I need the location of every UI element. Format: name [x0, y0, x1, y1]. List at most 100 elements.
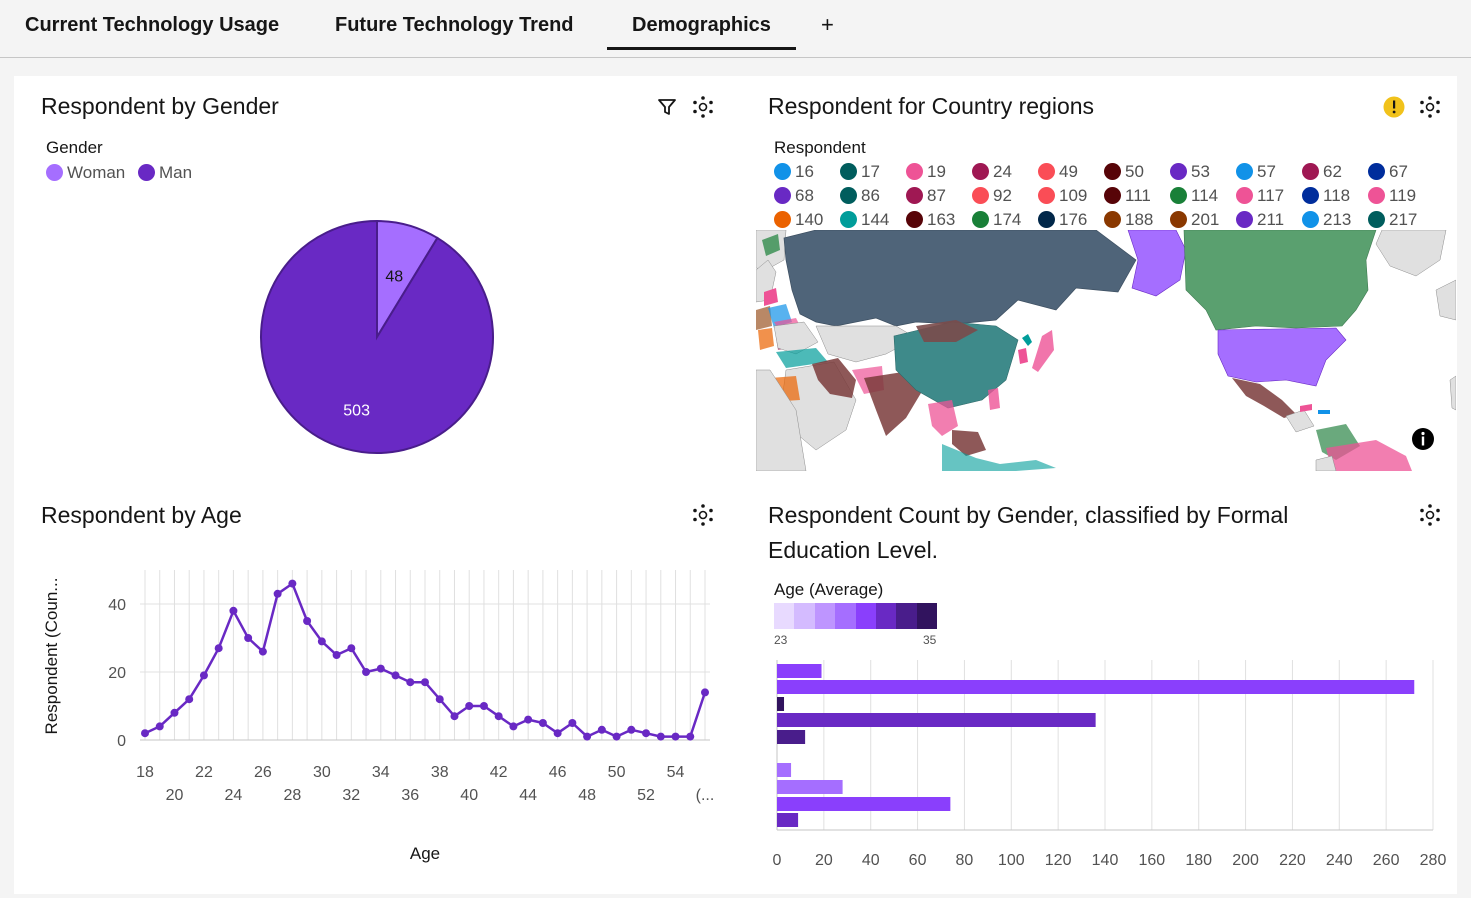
legend-label: 176 — [1059, 210, 1088, 229]
add-tab-button[interactable]: + — [821, 12, 834, 37]
data-point[interactable] — [465, 702, 474, 710]
data-point[interactable] — [229, 606, 238, 615]
data-point[interactable] — [524, 715, 533, 724]
data-point[interactable] — [199, 671, 208, 680]
data-point[interactable] — [406, 678, 415, 687]
data-point[interactable] — [288, 579, 297, 588]
data-point[interactable] — [244, 634, 253, 642]
data-point[interactable] — [494, 712, 503, 721]
data-point[interactable] — [141, 729, 149, 738]
x-tick-label: 100 — [998, 852, 1025, 869]
map-legend-item[interactable]: 118 — [1302, 186, 1350, 206]
map-legend-item[interactable]: 140 — [774, 210, 823, 230]
map-legend-item[interactable]: 217 — [1368, 210, 1417, 230]
data-point[interactable] — [686, 732, 695, 741]
data-point[interactable] — [671, 732, 680, 741]
bar[interactable] — [777, 813, 799, 827]
tab-current-technology-usage[interactable]: Current Technology Usage — [25, 14, 280, 36]
map-legend-item[interactable]: 119 — [1368, 186, 1416, 206]
ai-insights-icon[interactable] — [691, 95, 715, 119]
bar[interactable] — [777, 664, 822, 678]
map-legend-item[interactable]: 117 — [1236, 186, 1284, 206]
data-point[interactable] — [538, 719, 547, 727]
map-legend-item[interactable]: 50 — [1104, 162, 1144, 182]
data-point[interactable] — [597, 725, 606, 734]
ai-insights-icon[interactable] — [1418, 503, 1442, 527]
info-icon[interactable] — [1411, 427, 1435, 451]
bar[interactable] — [777, 680, 1415, 694]
data-point[interactable] — [303, 617, 312, 625]
map-legend-item[interactable]: 87 — [906, 186, 946, 206]
gender-legend-item[interactable]: Man — [138, 163, 192, 183]
data-point[interactable] — [273, 589, 282, 598]
data-point[interactable] — [553, 729, 562, 738]
map-legend-item[interactable]: 67 — [1368, 162, 1408, 182]
data-point[interactable] — [155, 722, 164, 731]
data-point[interactable] — [185, 695, 194, 704]
ai-insights-icon[interactable] — [691, 503, 715, 527]
x-tick-label: 40 — [862, 852, 880, 869]
x-tick-label: 36 — [401, 787, 419, 804]
map-legend-item[interactable]: 57 — [1236, 162, 1276, 182]
warning-icon[interactable] — [1382, 95, 1406, 119]
map-legend-item[interactable]: 16 — [774, 162, 814, 182]
data-point[interactable] — [258, 647, 267, 656]
map-legend-item[interactable]: 213 — [1302, 210, 1351, 230]
map-legend-item[interactable]: 111 — [1104, 186, 1151, 206]
data-point[interactable] — [376, 664, 385, 673]
map-legend-item[interactable]: 92 — [972, 186, 1012, 206]
map-legend-item[interactable]: 86 — [840, 186, 880, 206]
data-point[interactable] — [170, 708, 179, 717]
map-legend-item[interactable]: 114 — [1170, 186, 1218, 206]
map-legend-item[interactable]: 163 — [906, 210, 955, 230]
data-point[interactable] — [450, 712, 459, 721]
legend-label: 87 — [927, 186, 946, 205]
map-legend-item[interactable]: 53 — [1170, 162, 1210, 182]
pie-slice-man[interactable] — [260, 219, 494, 454]
map-legend-item[interactable]: 201 — [1170, 210, 1219, 230]
map-legend-item[interactable]: 188 — [1104, 210, 1153, 230]
gradient-step — [774, 603, 795, 629]
bar[interactable] — [777, 797, 951, 811]
data-point[interactable] — [656, 732, 665, 741]
map-legend-item[interactable]: 68 — [774, 186, 814, 206]
legend-swatch — [1104, 187, 1121, 204]
tab-future-technology-trend[interactable]: Future Technology Trend — [335, 14, 574, 36]
gender-legend-item[interactable]: Woman — [46, 163, 125, 183]
data-point[interactable] — [317, 637, 326, 646]
map-legend-item[interactable]: 109 — [1038, 186, 1087, 206]
data-point[interactable] — [391, 671, 400, 680]
bar[interactable] — [777, 697, 785, 711]
bar[interactable] — [777, 780, 843, 794]
filter-icon[interactable] — [655, 95, 679, 119]
bar[interactable] — [777, 730, 806, 744]
map-legend-item[interactable]: 19 — [906, 162, 946, 182]
data-point[interactable] — [332, 651, 341, 659]
map-legend-item[interactable]: 144 — [840, 210, 889, 230]
data-point[interactable] — [701, 688, 709, 697]
map-legend-item[interactable]: 24 — [972, 162, 1012, 182]
bar[interactable] — [777, 763, 792, 777]
world-map[interactable] — [756, 230, 1456, 471]
ai-insights-icon[interactable] — [1418, 95, 1442, 119]
data-point[interactable] — [612, 732, 621, 741]
data-point[interactable] — [362, 668, 371, 676]
map-legend-item[interactable]: 174 — [972, 210, 1021, 230]
data-point[interactable] — [421, 678, 429, 687]
map-legend-item[interactable]: 176 — [1038, 210, 1087, 230]
map-legend-item[interactable]: 62 — [1302, 162, 1342, 182]
data-point[interactable] — [479, 702, 488, 710]
tab-demographics[interactable]: Demographics — [607, 14, 796, 50]
bar[interactable] — [777, 713, 1096, 727]
data-point[interactable] — [642, 729, 651, 738]
data-point[interactable] — [435, 695, 444, 704]
map-legend-item[interactable]: 211 — [1236, 210, 1284, 230]
map-legend-item[interactable]: 49 — [1038, 162, 1078, 182]
data-point[interactable] — [347, 644, 356, 653]
data-point[interactable] — [568, 719, 577, 727]
map-legend-item[interactable]: 17 — [840, 162, 880, 182]
data-point[interactable] — [583, 732, 592, 741]
data-point[interactable] — [214, 644, 223, 653]
data-point[interactable] — [509, 722, 518, 731]
data-point[interactable] — [627, 725, 636, 734]
